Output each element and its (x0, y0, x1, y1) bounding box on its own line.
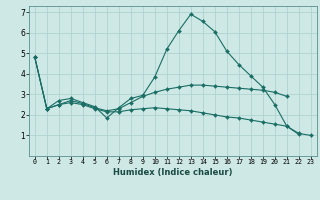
X-axis label: Humidex (Indice chaleur): Humidex (Indice chaleur) (113, 168, 233, 177)
